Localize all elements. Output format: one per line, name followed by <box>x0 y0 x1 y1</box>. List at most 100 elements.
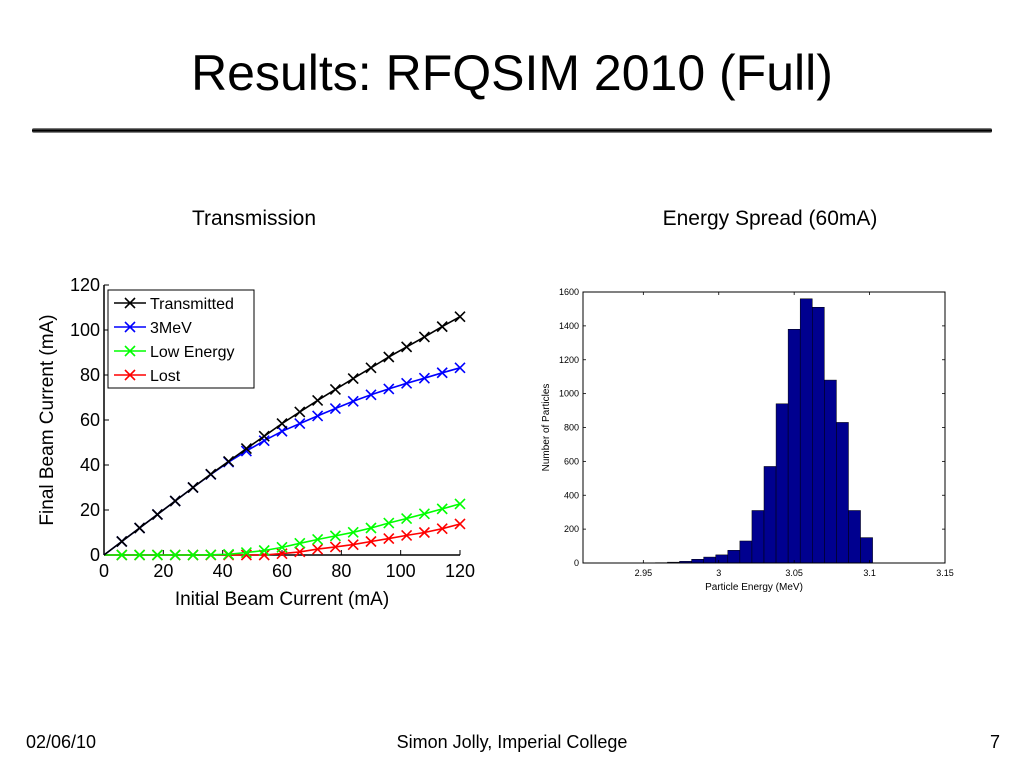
histogram-bar <box>787 329 801 564</box>
y-tick-label: 60 <box>80 410 100 430</box>
data-point <box>205 549 217 561</box>
data-point <box>205 468 217 480</box>
y-tick-label: 200 <box>564 524 579 534</box>
data-point <box>418 526 430 539</box>
y-tick-label: 40 <box>80 455 100 475</box>
x-tick-label: 3.1 <box>863 568 876 578</box>
x-tick-label: 2.95 <box>635 568 653 578</box>
data-point <box>329 530 341 542</box>
data-point <box>294 537 306 549</box>
data-point <box>436 503 448 515</box>
title-divider <box>32 128 992 133</box>
slide-title: Results: RFQSIM 2010 (Full) <box>191 45 833 101</box>
data-point <box>294 546 306 558</box>
x-tick-label: 100 <box>386 561 416 581</box>
footer-date: 02/06/10 <box>26 732 97 752</box>
histogram-bar <box>763 466 777 564</box>
data-point <box>383 517 395 529</box>
histogram-bar <box>727 550 741 564</box>
data-point <box>401 529 413 541</box>
data-point <box>312 394 324 406</box>
data-point <box>223 548 235 560</box>
y-tick-label: 120 <box>70 275 100 295</box>
data-point <box>276 541 288 553</box>
energy-spread-histogram: 2.95 3 3.05 3.1 3.15 0 200 400 600 800 1000 1200 140… <box>541 287 954 593</box>
data-point <box>454 518 466 530</box>
transmission-chart: 0 20 40 60 80 100 120 0 20 40 60 80 100 120 Initial Be… <box>37 275 475 610</box>
histogram-bar <box>703 556 716 564</box>
legend-marker <box>124 297 136 309</box>
chart-caption-energy-spread: Energy Spread (60mA) <box>662 207 878 230</box>
data-point <box>436 367 448 379</box>
chart-caption-transmission: Transmission <box>191 207 317 230</box>
data-point <box>383 351 395 363</box>
y-tick-label: 400 <box>564 490 579 500</box>
y-tick-label: 20 <box>80 500 100 520</box>
y-tick-label: 80 <box>80 365 100 385</box>
data-point <box>365 362 377 374</box>
x-tick-label: 80 <box>331 561 351 581</box>
data-point <box>240 443 252 455</box>
histogram-bar <box>751 510 765 564</box>
data-point <box>187 549 199 561</box>
data-point <box>454 311 466 323</box>
data-point <box>312 543 324 555</box>
footer-page-number: 7 <box>989 732 1000 752</box>
x-tick-label: 120 <box>445 561 475 581</box>
y-tick-label: 800 <box>564 423 579 433</box>
histogram-bar <box>848 510 861 564</box>
legend-label: Low Energy <box>150 344 235 361</box>
data-point <box>169 495 181 507</box>
y-tick-label: 1200 <box>559 355 579 365</box>
data-point <box>116 549 128 561</box>
data-point <box>169 549 181 561</box>
y-tick-label: 0 <box>574 558 579 568</box>
data-point <box>151 508 163 521</box>
data-point <box>401 512 413 525</box>
data-point <box>240 546 252 559</box>
data-point <box>134 549 146 561</box>
data-point <box>383 533 395 545</box>
data-point <box>347 395 359 407</box>
y-tick-label: 1400 <box>559 321 579 331</box>
data-point <box>401 377 413 389</box>
data-point <box>312 533 324 546</box>
data-point <box>436 523 448 535</box>
histogram-bar <box>691 559 704 564</box>
y-axis-label: Final Beam Current (mA) <box>37 314 58 525</box>
data-point <box>294 418 306 430</box>
data-point <box>312 410 324 422</box>
data-point <box>383 383 395 395</box>
data-point <box>258 544 270 557</box>
data-point <box>276 418 288 430</box>
x-tick-label: 60 <box>272 561 292 581</box>
data-point <box>294 406 306 418</box>
legend-label: 3MeV <box>150 320 192 337</box>
legend-marker <box>124 321 136 333</box>
histogram-bar <box>799 298 813 564</box>
legend-marker <box>124 345 136 357</box>
data-point <box>329 402 341 415</box>
data-point <box>436 321 448 333</box>
data-point <box>240 445 252 457</box>
data-point <box>418 331 430 343</box>
data-point <box>365 535 377 548</box>
data-point <box>151 549 163 561</box>
data-point <box>258 430 270 442</box>
data-point <box>134 522 146 534</box>
legend-label: Lost <box>150 368 181 385</box>
x-tick-label: 3 <box>716 568 721 578</box>
footer-author: Simon Jolly, Imperial College <box>396 732 628 752</box>
legend-label: Transmitted <box>150 296 234 313</box>
histogram-bar <box>775 403 789 564</box>
series-line-3mev <box>103 367 461 556</box>
data-point <box>401 341 413 353</box>
histogram-bar <box>836 422 849 564</box>
x-axis-label: Particle Energy (MeV) <box>705 582 803 593</box>
data-point <box>365 522 377 534</box>
histogram-bar <box>824 379 837 564</box>
x-tick-label: 20 <box>153 561 173 581</box>
x-tick-label: 3.15 <box>936 568 954 578</box>
x-tick-label: 3.05 <box>785 568 803 578</box>
